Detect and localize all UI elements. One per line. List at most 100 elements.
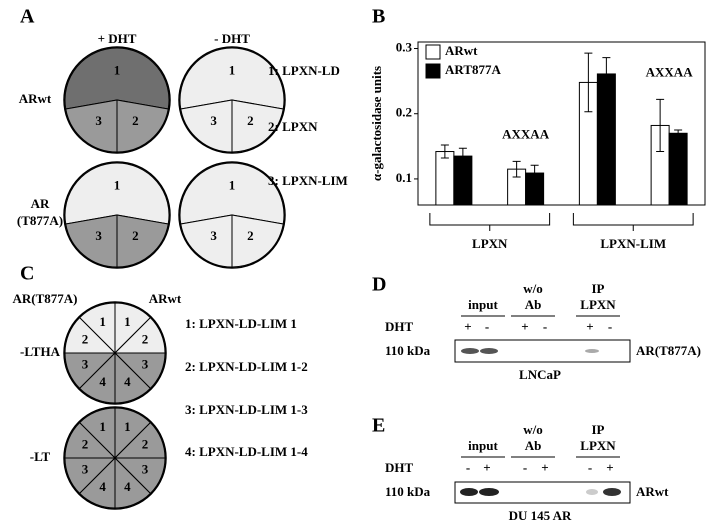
bracket [572,213,694,231]
label: + [541,460,548,475]
label: 4: LPXN-LD-LIM 1-4 [185,444,308,459]
label: 3 [82,356,89,371]
label: 3: LPXN-LD-LIM 1-3 [185,402,308,417]
plot-frame [417,41,706,206]
plate-sector [231,99,284,153]
label: ART877A [445,62,501,77]
label: 1 [99,419,106,434]
label: + [483,460,490,475]
label: LPXN [472,236,508,251]
bar [435,151,455,206]
label: w/o [523,422,543,437]
label: + [586,319,593,334]
label: 3 [82,461,89,476]
label: 1 [229,62,236,77]
plate-sector [116,99,169,153]
label: E [372,415,385,437]
label: 1 [124,314,131,329]
band [461,348,479,354]
plate-sector [114,456,152,509]
bracket [429,213,551,231]
plate-sector [231,214,284,268]
label: ARwt [19,91,52,106]
label: ARwt [636,484,669,499]
error-bar [530,164,539,182]
label: + [521,319,528,334]
label: AXXAA [502,126,550,141]
label: DHT [385,319,414,334]
label: input [468,297,498,312]
plate [178,161,286,269]
label: 3 [95,113,102,128]
label: 4 [99,479,106,494]
legend-swatch [425,63,441,79]
label: 1 [114,62,121,77]
label: AR(T877A) [13,291,78,306]
label: LPXN-LIM [600,236,666,251]
label: LNCaP [519,367,561,382]
band [585,349,599,353]
label: LPXN [580,438,616,453]
label: Ab [525,297,542,312]
label: B [372,6,385,28]
label: 3 [142,356,149,371]
bar [668,132,688,206]
label: input [468,438,498,453]
label: 2: LPXN-LD-LIM 1-2 [185,359,308,374]
label: 2 [142,332,149,347]
label: 1: LPXN-LD-LIM 1 [185,316,297,331]
label: ARwt [445,43,478,58]
band [479,488,499,496]
error-bar [458,147,467,165]
plate-sector [179,47,285,110]
label: -LTHA [20,344,61,359]
label: IP [592,281,605,296]
plate-sector [180,99,233,153]
label: ARwt [149,291,182,306]
label: 3 [95,228,102,243]
blot-e [454,481,631,504]
label: -LT [30,449,51,464]
plate-sector [180,214,233,268]
label: LPXN [580,297,616,312]
plate [178,46,286,154]
band [460,488,478,496]
plate [63,406,167,510]
plate-sector [116,214,169,268]
label: 4 [124,479,131,494]
label: A [20,6,35,28]
label: - [485,319,489,334]
error-bar [656,98,665,153]
label: 2: LPXN [268,119,318,134]
plate [63,301,167,405]
label: - [466,460,470,475]
label: 4 [124,374,131,389]
label: 1: LPXN-LD [268,63,340,78]
label: - DHT [214,31,250,46]
label: 2 [142,437,149,452]
label: 2 [247,113,254,128]
label: 2 [82,332,89,347]
label: + [606,460,613,475]
label: 3 [210,113,217,128]
plate-sector [64,162,170,225]
label: 3: LPXN-LIM [268,173,348,188]
band [603,488,621,496]
legend-swatch [425,44,441,60]
band [586,489,598,495]
plate-sector [65,99,118,153]
plate-sector [64,47,170,110]
label: AR(T877A) [636,343,701,358]
label: 2 [132,113,139,128]
plate [63,161,171,269]
band [480,348,498,354]
label: - [543,319,547,334]
label: 4 [99,374,106,389]
label: 2 [82,437,89,452]
error-bar [584,52,593,113]
label: AR [31,196,50,211]
blot-d [454,339,631,363]
plate-sector [65,214,118,268]
label: 3 [142,461,149,476]
